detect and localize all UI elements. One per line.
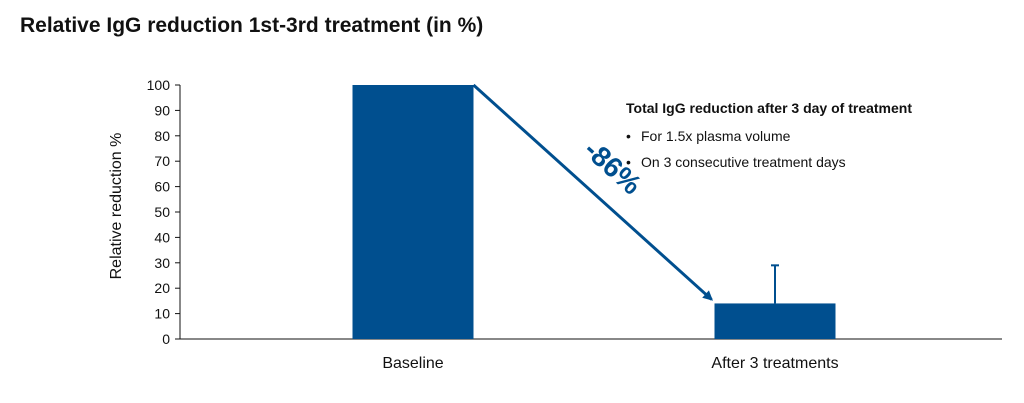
bars [352,85,836,339]
x-category-label: After 3 treatments [711,355,838,372]
y-tick-label: 10 [154,306,170,322]
annotation-bullet: • [626,128,631,144]
annotation-heading: Total IgG reduction after 3 day of treat… [626,100,912,116]
annotation-item: On 3 consecutive treatment days [641,154,846,170]
annotation-box: Total IgG reduction after 3 day of treat… [626,100,912,170]
x-category-label: Baseline [382,355,443,372]
bar-0 [352,85,474,339]
y-tick-label: 60 [154,179,170,195]
reduction-overlay: -86% [472,83,713,301]
y-tick-label: 40 [154,229,170,245]
y-tick-label: 30 [154,255,170,271]
reduction-arrow [472,83,713,301]
x-axis: Baseline After 3 treatments [180,338,1002,372]
bar-1 [714,303,836,339]
annotation-item: For 1.5x plasma volume [641,128,791,144]
y-tick-label: 70 [154,153,170,169]
y-tick-label: 50 [154,204,170,220]
y-tick-label: 100 [147,77,171,93]
y-tick-label: 20 [154,280,170,296]
y-axis: 0 10 20 30 40 50 60 70 80 90 100 [147,77,181,347]
y-axis-label: Relative reduction % [108,133,125,280]
chart-title: Relative IgG reduction 1st-3rd treatment… [20,14,484,37]
y-tick-label: 80 [154,128,170,144]
y-tick-label: 0 [162,331,170,347]
y-tick-label: 90 [154,102,170,118]
annotation-bullet: • [626,154,631,170]
